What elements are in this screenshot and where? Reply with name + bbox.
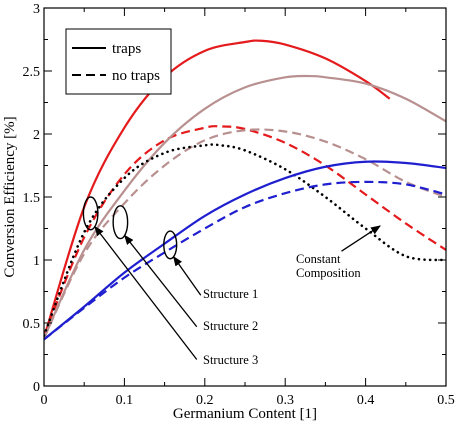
- series-line-constant-dotted: [44, 143, 446, 337]
- legend-label-traps: traps: [112, 41, 141, 57]
- x-tick-label: 0.4: [357, 393, 375, 408]
- structure-1-ellipse: [163, 230, 178, 260]
- structure-3-arrow: [94, 225, 198, 360]
- x-tick-label: 0.3: [276, 393, 294, 408]
- y-tick-label: 0: [33, 380, 40, 395]
- label-constant: Constant: [296, 252, 341, 266]
- series-line-blue-dashed: [44, 180, 446, 341]
- structure-1-arrow: [172, 255, 202, 296]
- y-tick-label: 2: [33, 128, 40, 143]
- legend-box: [65, 28, 172, 95]
- y-tick-label: 1: [33, 254, 40, 269]
- y-tick-label: 1.5: [23, 191, 41, 206]
- y-tick-label: 2.5: [23, 65, 41, 80]
- structure-2-ellipse: [112, 205, 129, 240]
- label-structure-3: Structure 3: [203, 353, 258, 367]
- constant-composition-arrow: [341, 225, 381, 252]
- legend-label-no-traps: no traps: [112, 68, 160, 84]
- series-line-blue-solid: [44, 160, 446, 341]
- y-tick-label: 0.5: [23, 317, 41, 332]
- x-tick-label: 0.1: [116, 393, 134, 408]
- x-tick-label: 0.2: [196, 393, 214, 408]
- label-structure-2: Structure 2: [203, 319, 258, 333]
- x-tick-label: 0.5: [437, 393, 455, 408]
- y-tick-label: 3: [33, 2, 40, 17]
- legend: traps no traps: [65, 28, 172, 95]
- series-line-red-solid: [44, 39, 391, 339]
- series-line-rosy-solid: [44, 74, 446, 339]
- label-composition: Composition: [296, 266, 361, 280]
- x-tick-label: 0: [41, 393, 48, 408]
- x-axis-label: Germanium Content [1]: [173, 406, 317, 422]
- series-line-rosy-dashed: [44, 128, 446, 339]
- series-line-red-dashed: [44, 125, 446, 337]
- structure-3-ellipse: [82, 196, 99, 231]
- label-structure-1: Structure 1: [203, 287, 258, 301]
- structure-2-arrow: [124, 234, 198, 328]
- y-axis-label: Conversion Efficiency [%]: [2, 116, 18, 277]
